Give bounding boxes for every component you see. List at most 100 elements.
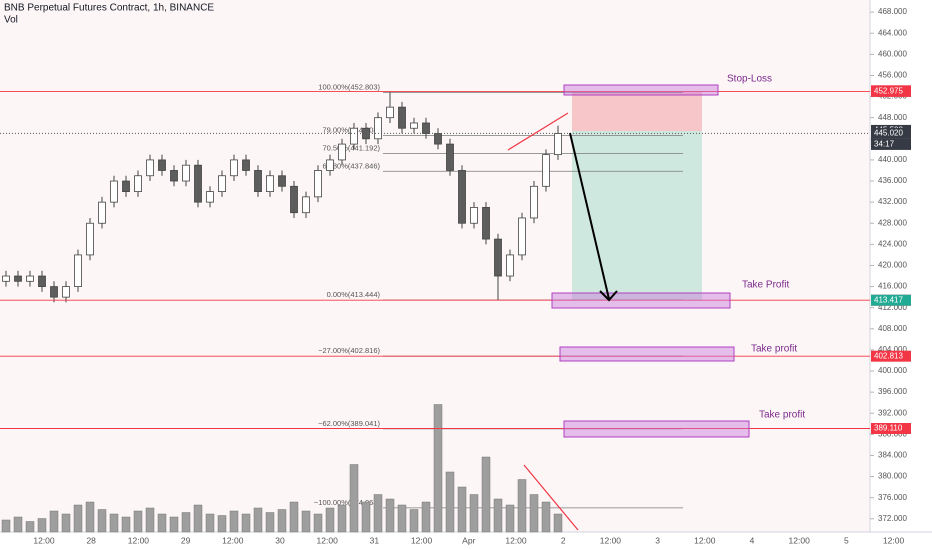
candle-body xyxy=(86,222,94,256)
candle-body xyxy=(218,175,226,192)
volume-bar xyxy=(433,404,443,533)
volume-bar xyxy=(409,509,419,533)
candle-body xyxy=(458,170,466,224)
volume-bar xyxy=(553,513,563,533)
volume-bar xyxy=(421,501,431,533)
volume-bar xyxy=(253,507,263,533)
candle-body xyxy=(542,154,550,187)
price-tag-label: 452.975 xyxy=(874,87,903,96)
y-tick-label: 468.000 xyxy=(878,7,907,16)
candle-body xyxy=(398,106,406,129)
y-tick-label: 380.000 xyxy=(878,472,907,481)
x-tick-label: 12:00 xyxy=(694,535,716,545)
volume-bar xyxy=(157,513,167,533)
volume-bar xyxy=(541,501,551,533)
candle-body xyxy=(134,175,142,192)
volume-bar xyxy=(301,510,311,533)
price-axis-background xyxy=(870,0,932,550)
x-tick-label: 12:00 xyxy=(222,535,244,545)
volume-bar xyxy=(121,516,131,533)
arrow-head xyxy=(599,290,618,302)
volume-trend-line xyxy=(523,464,579,531)
annotation: Take Profit xyxy=(742,280,789,291)
series-layer: 100.00%(452.803)79.00%(444.608)70.50%(44… xyxy=(0,82,870,533)
candle-body xyxy=(482,207,490,240)
volume-bar xyxy=(313,513,323,533)
volume-bar xyxy=(349,464,359,533)
volume-bar xyxy=(49,510,59,533)
zone-box xyxy=(563,420,750,438)
candle-body xyxy=(422,122,430,134)
candle-body xyxy=(530,185,538,219)
candle-body xyxy=(230,159,238,177)
price-tag-label: 445.020 xyxy=(874,129,903,138)
candle-body xyxy=(14,275,22,282)
zone-box xyxy=(563,84,719,96)
volume-bar xyxy=(13,516,23,533)
y-tick-label: 372.000 xyxy=(878,514,907,523)
y-tick-label: 408.000 xyxy=(878,324,907,333)
y-tick-label: 432.000 xyxy=(878,197,907,206)
candle-body xyxy=(410,122,418,129)
candle-body xyxy=(278,175,286,187)
x-tick-label: 29 xyxy=(181,535,191,545)
price-tag-label: 413.417 xyxy=(874,295,903,304)
volume-bar xyxy=(373,494,383,533)
candle-body xyxy=(170,170,178,182)
y-tick-label: 376.000 xyxy=(878,493,907,502)
y-tick-label: 448.000 xyxy=(878,113,907,122)
candle-body xyxy=(2,275,10,282)
volume-bar xyxy=(109,513,119,533)
x-tick-label: 3 xyxy=(655,535,660,545)
candle-body xyxy=(338,143,346,161)
volume-bar xyxy=(457,486,467,533)
volume-bar xyxy=(25,521,35,533)
y-tick-label: 420.000 xyxy=(878,261,907,270)
candle-body xyxy=(290,185,298,214)
fib-label: −100.00%(374.064) xyxy=(314,498,381,507)
price-tag-label: 389.110 xyxy=(874,424,903,433)
x-tick-label: 4 xyxy=(750,535,755,545)
price-tag xyxy=(871,423,911,435)
candle-body xyxy=(50,286,58,298)
candle-body xyxy=(158,159,166,171)
y-tick-label: 396.000 xyxy=(878,387,907,396)
x-tick-label: 28 xyxy=(86,535,96,545)
volume-bar xyxy=(493,498,503,533)
annotation: Take profit xyxy=(759,410,805,421)
price-tag xyxy=(871,350,911,362)
countdown-tag xyxy=(871,138,911,150)
x-tick-label: 12:00 xyxy=(317,535,339,545)
volume-bar xyxy=(517,479,527,533)
x-tick-label: 2 xyxy=(561,535,566,545)
volume-bar xyxy=(181,512,191,533)
price-tag-label: 402.813 xyxy=(874,351,903,360)
volume-bar xyxy=(397,504,407,533)
annotation: Take profit xyxy=(751,344,797,355)
arrow xyxy=(569,132,610,300)
x-tick-label: 12:00 xyxy=(505,535,527,545)
y-tick-label: 428.000 xyxy=(878,218,907,227)
volume-bar xyxy=(337,504,347,533)
fib-label: 0.00%(413.444) xyxy=(327,290,381,299)
volume-bar xyxy=(445,471,455,533)
volume-bar xyxy=(205,513,215,533)
candle-body xyxy=(38,275,46,287)
volume-bar xyxy=(145,507,155,533)
candle-body xyxy=(314,170,322,198)
candle-body xyxy=(98,201,106,224)
candle-body xyxy=(470,207,478,224)
candle-body xyxy=(194,164,202,203)
candle-body xyxy=(254,170,262,192)
candle-body xyxy=(386,106,394,119)
volume-bar xyxy=(469,494,479,533)
candle-body xyxy=(146,159,154,177)
volume-bar xyxy=(277,509,287,533)
fib-label: −62.00%(389.041) xyxy=(318,419,380,428)
y-tick-label: 464.000 xyxy=(878,28,907,37)
volume-bar xyxy=(289,501,299,533)
candle-body xyxy=(434,133,442,145)
target-zone xyxy=(572,131,702,300)
candle-body xyxy=(266,175,274,192)
drawings-under xyxy=(572,91,702,300)
